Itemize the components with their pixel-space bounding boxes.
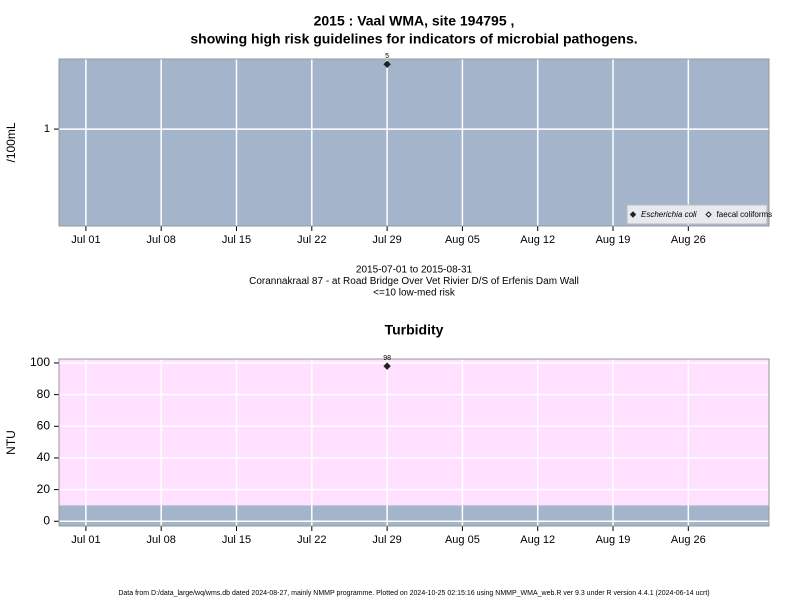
legend-label: faecal coliforms — [717, 210, 773, 219]
x-tick-label: Aug 12 — [520, 234, 555, 246]
x-tick-label: Jul 08 — [147, 534, 176, 546]
legend-marker — [705, 211, 712, 218]
x-tick-label: Jul 01 — [71, 234, 100, 246]
chart-title: Turbidity — [385, 322, 444, 338]
x-tick-label: Jul 01 — [71, 534, 100, 546]
data-point — [383, 60, 391, 68]
y-tick-label: 40 — [37, 450, 51, 464]
y-tick-label: 1 — [44, 123, 50, 135]
chart-title: 2015 : Vaal WMA, site 194795 , — [314, 13, 515, 29]
y-tick-label: 80 — [37, 387, 51, 401]
data-label: 98 — [383, 355, 391, 362]
y-axis-label: NTU — [4, 430, 18, 455]
x-tick-label: Jul 15 — [222, 534, 251, 546]
note: <=10 low-med risk — [373, 288, 456, 299]
x-tick-label: Aug 12 — [520, 534, 555, 546]
x-tick-label: Jul 22 — [297, 234, 326, 246]
x-tick-label: Aug 26 — [671, 534, 706, 546]
data-point — [383, 362, 391, 370]
x-tick-label: Jul 08 — [147, 234, 176, 246]
y-tick-label: 20 — [37, 482, 51, 496]
y-tick-label: 60 — [37, 418, 51, 432]
x-tick-label: Aug 19 — [596, 234, 631, 246]
x-tick-label: Jul 15 — [222, 234, 251, 246]
y-axis-label: /100mL — [4, 122, 18, 162]
plot-background — [59, 59, 769, 226]
risk-band-low — [59, 505, 769, 526]
x-tick-label: Jul 29 — [372, 234, 401, 246]
footer: Data from D:/data_large/wq/wms.db dated … — [118, 590, 709, 597]
data-label: 5 — [385, 53, 389, 60]
legend-marker — [629, 211, 637, 218]
risk-band-high — [59, 359, 769, 506]
x-tick-label: Aug 19 — [596, 534, 631, 546]
x-tick-label: Jul 29 — [372, 534, 401, 546]
x-tick-label: Aug 05 — [445, 534, 480, 546]
x-tick-label: Aug 26 — [671, 234, 706, 246]
plot-frame — [58, 358, 770, 527]
x-tick-label: Jul 22 — [297, 534, 326, 546]
y-tick-label: 100 — [30, 355, 50, 369]
chart-subtitle: showing high risk guidelines for indicat… — [190, 31, 637, 47]
legend-box — [626, 204, 768, 225]
note: Corannakraal 87 - at Road Bridge Over Ve… — [249, 276, 579, 287]
x-tick-label: Aug 05 — [445, 234, 480, 246]
plot-frame — [58, 58, 770, 227]
legend-label: Escherichia coli — [641, 210, 697, 219]
note: 2015-07-01 to 2015-08-31 — [356, 265, 473, 276]
y-tick-label: 0 — [43, 513, 50, 527]
